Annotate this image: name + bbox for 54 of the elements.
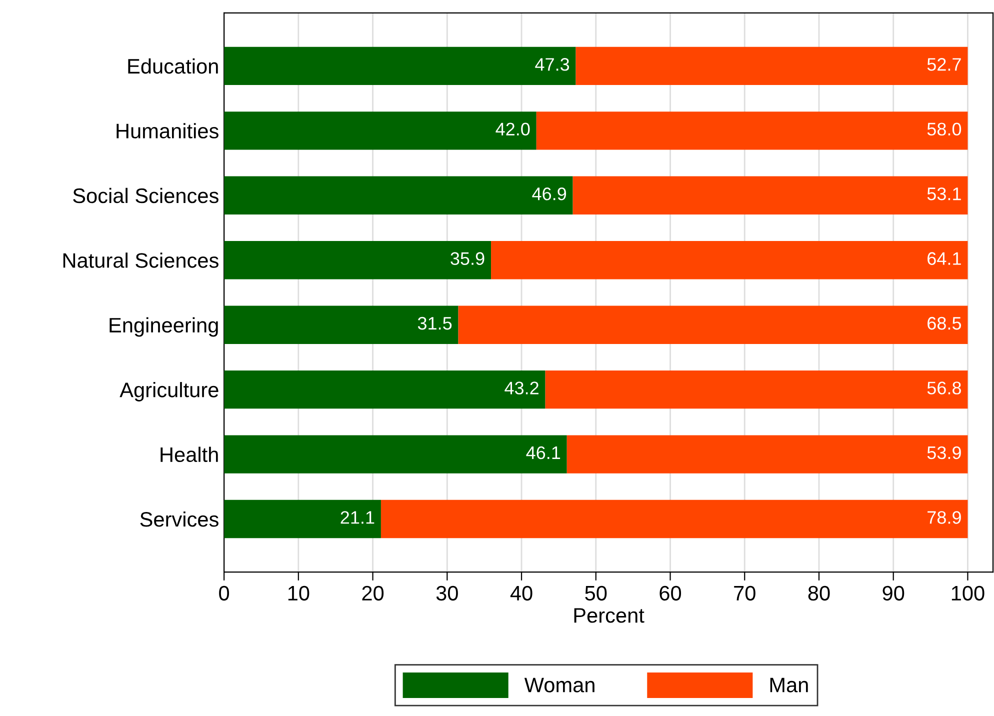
x-axis-title: Percent [574,608,644,623]
data-label: 52.7 [927,58,961,71]
x-tick-label: 60 [660,586,682,601]
data-label: 53.9 [927,446,961,460]
bar [380,500,968,538]
x-tick-label: 20 [362,586,384,601]
bar [224,176,573,214]
data-label: 43.2 [504,382,538,394]
y-tick-label: Natural Sciences [63,252,218,268]
bar [224,306,458,344]
data-label: 31.5 [418,316,452,330]
y-tick-label: Humanities [116,123,218,138]
y-tick-label: Health [160,446,218,462]
bar [224,112,536,150]
x-tick-label: 50 [585,586,607,601]
bar [491,241,968,280]
data-label: 21.1 [340,511,374,524]
data-label: 47.3 [535,58,570,71]
x-tick-label: 40 [510,586,532,601]
x-tick-label: 100 [952,586,984,601]
x-tick-label: 30 [436,586,458,601]
data-label: 58.0 [927,122,962,136]
bar [566,435,968,474]
bar [224,46,576,86]
legend-label: Man [770,678,808,692]
x-tick-label: 70 [734,586,756,601]
y-tick-label: Social Sciences [73,188,218,204]
data-label: 46.1 [526,446,560,460]
bar [224,241,492,280]
bar [536,112,968,150]
legend-label: Woman [524,678,594,692]
y-tick-label: Services [140,511,218,527]
x-tick-label: 80 [808,586,830,601]
data-label: 35.9 [450,252,484,265]
bar [224,370,546,409]
y-tick-label: Agriculture [120,382,218,402]
x-tick-label: 10 [288,586,310,601]
bar [572,176,968,214]
data-label: 56.8 [927,382,961,394]
data-label: 53.1 [927,187,961,200]
x-tick-label: 0 [219,586,230,601]
y-tick-label: Education [128,58,218,74]
data-label: 78.9 [928,511,961,524]
y-tick-label: Engineering [110,317,218,337]
data-label: 46.9 [532,187,566,200]
bar [576,46,968,86]
bar [224,500,381,538]
x-tick-label: 90 [882,586,904,601]
bar [224,435,567,474]
bar [545,370,968,409]
data-label: 42.0 [496,122,530,136]
bar [458,306,968,344]
data-label: 64.1 [928,252,961,265]
data-label: 68.5 [928,316,962,330]
